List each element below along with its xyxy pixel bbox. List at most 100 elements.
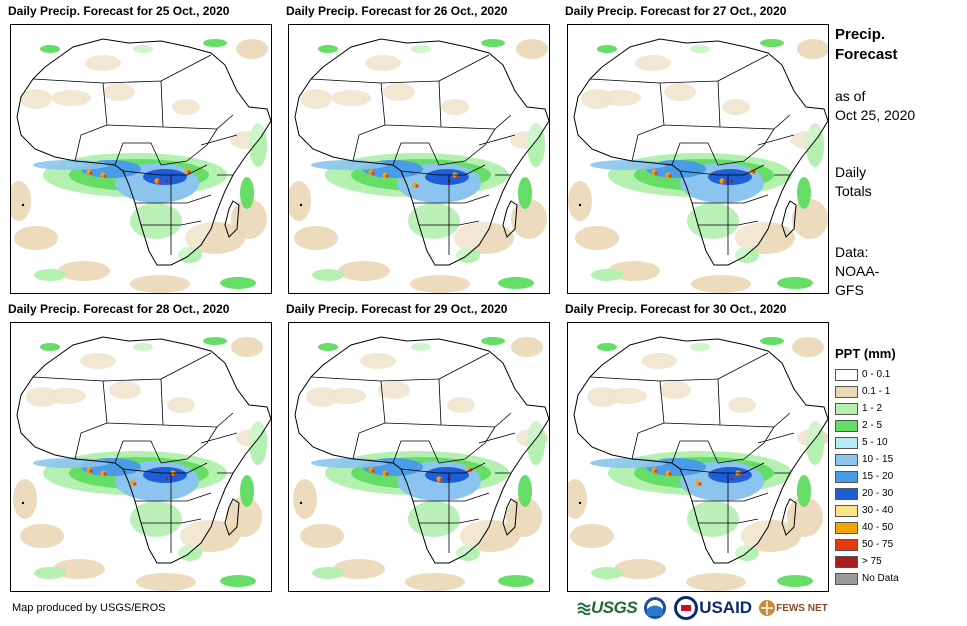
hotspot-red [89, 171, 93, 175]
hotspots [368, 169, 459, 188]
country-borders [310, 352, 516, 553]
precip-area-light [568, 181, 592, 221]
legend-swatch [835, 385, 858, 398]
rain-core [708, 169, 752, 185]
sidebar-as-of: as of Oct 25, 2020 [835, 87, 915, 125]
precip-area-light [11, 181, 31, 221]
hotspot-red [722, 180, 726, 184]
map-canvas [13, 336, 271, 591]
precip-map [288, 322, 550, 592]
continent-fill [295, 39, 549, 265]
madagascar-outline [224, 498, 240, 536]
hotspot-red [103, 472, 107, 476]
rain-belt [33, 153, 227, 239]
precip-area-light [741, 520, 801, 552]
hotspot-extreme [730, 477, 734, 481]
map-canvas [11, 38, 271, 293]
madagascar-outline [224, 200, 240, 238]
legend-label: 10 - 15 [862, 454, 894, 465]
rain-core [143, 467, 187, 483]
madagascar-outline [781, 498, 797, 536]
precip-area-light [570, 524, 614, 548]
country-borders [310, 54, 516, 255]
precip-area-light [331, 90, 371, 106]
legend-label: 5 - 10 [862, 437, 888, 448]
legend-swatch [835, 538, 858, 551]
precip-area-green [203, 337, 227, 345]
rain-belt [590, 153, 792, 239]
legend-label: 0 - 0.1 [862, 369, 891, 380]
continent-fill [295, 337, 549, 563]
precip-area-light [20, 89, 52, 109]
legend-swatch [835, 487, 858, 500]
island-dot [299, 203, 303, 207]
legend-swatch [835, 402, 858, 415]
island-dot [578, 501, 582, 505]
precip-area-light [136, 573, 196, 591]
fews-logo: FEWS NET [758, 599, 828, 617]
precip-map [10, 322, 272, 592]
precip-area-green [591, 567, 623, 579]
precip-area-light [511, 337, 543, 357]
legend-swatch [835, 504, 858, 517]
continent-outline [573, 336, 828, 564]
background-precip [293, 337, 548, 591]
precip-area-light [226, 497, 262, 537]
precip-area-light [289, 181, 311, 221]
hotspot-red [698, 482, 702, 486]
precip-map [567, 322, 829, 592]
sidebar-title-line1: Precip. [835, 26, 886, 43]
continent-fill [17, 39, 271, 265]
hotspot-red [187, 170, 191, 174]
precip-area-light [516, 39, 548, 59]
sidebar-asof-line1: as of [835, 88, 866, 104]
hotspot-red [752, 170, 756, 174]
precip-area-light [511, 199, 547, 239]
precip-area-light [103, 83, 135, 101]
precip-area-green [133, 343, 153, 351]
legend-swatch [835, 419, 858, 432]
precip-area-light [300, 524, 344, 548]
precip-area-light [691, 275, 751, 293]
precip-area-light [378, 381, 410, 399]
precip-area-light [53, 559, 105, 579]
legend-label: 1 - 2 [862, 403, 883, 414]
country-borders [32, 352, 238, 553]
legend-swatch [835, 470, 858, 483]
precip-area-green [34, 567, 66, 579]
precip-area-light [46, 388, 86, 404]
precip-area-light [405, 573, 465, 591]
map-canvas [568, 38, 828, 293]
precip-map [10, 24, 272, 294]
noaa-logo [643, 596, 667, 620]
legend-label: 15 - 20 [862, 471, 894, 482]
precip-area-green [797, 475, 811, 507]
forecast-panel-oct30: Daily Precip. Forecast for 30 Oct., 2020 [565, 302, 829, 592]
precip-area-light [14, 226, 58, 250]
hotspot-red [371, 469, 375, 473]
atlantic-rain-streak [311, 160, 387, 170]
continent-outline [16, 336, 271, 564]
country-borders [589, 352, 795, 553]
continent-fill [17, 337, 271, 563]
hotspots [86, 168, 191, 184]
background-precip [568, 39, 828, 293]
legend-label: 50 - 75 [862, 539, 894, 550]
southern-rain [130, 203, 182, 239]
precip-area-green [760, 39, 784, 47]
precip-area-light [614, 559, 666, 579]
precip-area-green [591, 269, 623, 281]
precip-area-light [728, 397, 756, 413]
noaa-seal-icon [644, 597, 667, 619]
precip-area-green [498, 277, 534, 289]
legend-item: 40 - 50 [835, 519, 899, 536]
precip-area-light [686, 573, 746, 591]
precip-area-green [318, 343, 338, 351]
legend-item: 5 - 10 [835, 434, 899, 451]
legend-item: 10 - 15 [835, 451, 899, 468]
rain-core [143, 169, 187, 185]
hotspot-red [133, 482, 137, 486]
precip-area-light [338, 261, 390, 281]
precip-area-light [80, 353, 116, 369]
precip-area-green [312, 567, 344, 579]
